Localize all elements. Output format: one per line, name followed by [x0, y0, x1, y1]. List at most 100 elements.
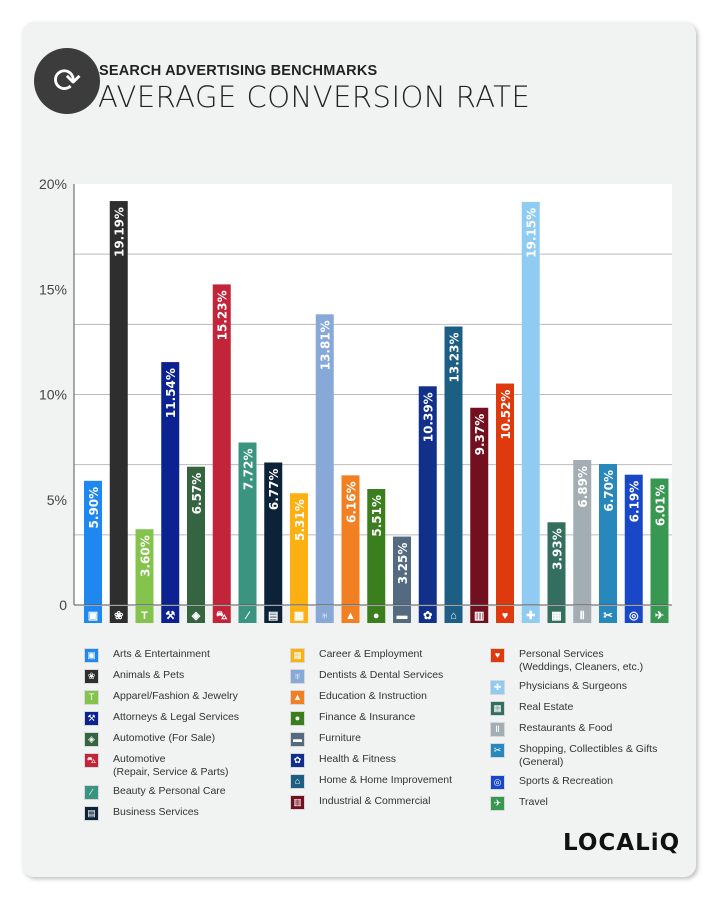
bar: [315, 314, 334, 605]
y-tick-label: 0: [59, 597, 67, 613]
newspaper-icon-tile: [264, 606, 283, 623]
storefront-icon-tile: [547, 606, 566, 623]
legend-item: ♥ Personal Services (Weddings, Cleaners, …: [490, 648, 700, 674]
legend-label: Health & Fitness: [319, 753, 397, 765]
shirt-icon: T: [84, 690, 99, 705]
bar-value-label: 10.39%: [422, 392, 436, 442]
bar-value-label: 19.19%: [113, 207, 127, 257]
graduation-cap-icon: ▲: [345, 610, 356, 622]
tag-icon-tile: [187, 606, 205, 623]
legend-item: ▦ Real Estate: [490, 701, 700, 716]
medical-cross-icon: ✚: [490, 680, 505, 695]
storefront-icon: ▦: [490, 701, 505, 716]
bar: [521, 201, 540, 605]
y-tick-label: 5%: [47, 492, 67, 508]
legend-item: ◎ Sports & Recreation: [490, 775, 700, 790]
brush-icon-tile: [238, 606, 257, 623]
tooth-icon: ♅: [321, 610, 329, 622]
conversion-cycle-icon: ⟳: [34, 48, 100, 114]
image-icon-tile: [84, 606, 102, 623]
briefcase-icon: ▦: [290, 648, 305, 663]
gift-bow-icon: ✂: [490, 743, 505, 758]
paw-icon-tile: [109, 606, 128, 623]
ball-icon: ◎: [490, 775, 505, 790]
bar-value-label: 5.31%: [293, 499, 307, 541]
bar-value-label: 3.93%: [551, 528, 565, 570]
ball-icon-tile: [624, 606, 643, 623]
fork-knife-icon: Ⅱ: [580, 610, 585, 622]
tooth-icon: ♅: [290, 669, 305, 684]
bar-value-label: 6.89%: [576, 466, 590, 508]
y-tick-label: 15%: [39, 281, 67, 297]
legend-label: Automotive (For Sale): [113, 732, 216, 744]
legend-label: Attorneys & Legal Services: [113, 711, 240, 723]
briefcase-icon-tile: [290, 606, 308, 623]
legend-label: Furniture: [319, 732, 362, 744]
bar: [393, 536, 411, 605]
bar-value-label: 6.77%: [267, 468, 281, 510]
newspaper-icon: ▤: [84, 806, 99, 821]
factory-icon: ▥: [290, 795, 305, 810]
bar: [624, 474, 643, 605]
legend-item: ♅ Dentists & Dental Services: [290, 669, 490, 684]
legend-item: ✈ Travel: [490, 796, 700, 811]
legend-label: Dentists & Dental Services: [319, 669, 444, 681]
legend-label: Real Estate: [519, 701, 574, 713]
bar: [84, 480, 102, 605]
bar-value-label: 13.23%: [448, 333, 462, 383]
legend-label: Industrial & Commercial: [319, 795, 431, 807]
bar-value-label: 7.72%: [242, 448, 256, 490]
tag-icon: ◈: [191, 610, 201, 622]
bar: [418, 386, 437, 605]
bar: [650, 478, 669, 605]
briefcase-icon: ▦: [294, 610, 304, 622]
gavel-icon: ⚒: [165, 610, 175, 622]
legend-label: Shopping, Collectibles & Gifts (General): [519, 743, 658, 768]
legend-item: ▣ Arts & Entertainment: [84, 648, 284, 663]
sofa-icon: ▬: [397, 610, 408, 622]
car-icon: ⛍: [216, 610, 228, 622]
hand-heart-icon: ♥: [502, 610, 509, 622]
brush-icon: ∕: [84, 785, 99, 800]
legend-label: Restaurants & Food: [519, 722, 613, 734]
hand-heart-icon-tile: [496, 606, 514, 623]
shirt-icon: T: [141, 610, 148, 622]
legend-item: ▤ Business Services: [84, 806, 284, 821]
gavel-icon-tile: [161, 606, 180, 623]
paw-icon: ❀: [114, 610, 123, 622]
car-icon-tile: [212, 606, 231, 623]
bar-value-label: 3.25%: [396, 543, 410, 585]
bar: [470, 407, 489, 605]
bar: [573, 459, 592, 605]
legend-column-2: ▦ Career & Employment ♅ Dentists & Dental S…: [290, 648, 490, 816]
subtitle: SEARCH ADVERTISING BENCHMARKS: [99, 63, 378, 79]
bar-value-label: 5.51%: [370, 495, 384, 537]
bar: [547, 522, 566, 605]
legend-item: ⛍ Automotive (Repair, Service & Parts): [84, 753, 284, 779]
airplane-icon-tile: [650, 606, 669, 623]
legend-item: ● Finance & Insurance: [290, 711, 490, 726]
shirt-icon-tile: [135, 606, 154, 623]
bar: [290, 493, 308, 605]
home-icon: ⌂: [450, 610, 457, 622]
piggy-bank-icon-tile: [367, 606, 386, 623]
home-icon-tile: [444, 606, 463, 623]
bar: [496, 383, 514, 605]
legend-label: Sports & Recreation: [519, 775, 613, 787]
newspaper-icon: ▤: [268, 610, 278, 622]
legend-label: Career & Employment: [319, 648, 423, 660]
apple-icon: ✿: [290, 753, 305, 768]
legend-item: Ⅱ Restaurants & Food: [490, 722, 700, 737]
bar: [238, 442, 257, 605]
legend-item: ▦ Career & Employment: [290, 648, 490, 663]
fork-knife-icon-tile: [573, 606, 592, 623]
bar-value-label: 6.70%: [602, 470, 616, 512]
bar-value-label: 6.01%: [654, 484, 668, 526]
legend-label: Apparel/Fashion & Jewelry: [113, 690, 238, 702]
legend-item: ⌂ Home & Home Improvement: [290, 774, 490, 789]
medical-cross-icon-tile: [521, 606, 540, 623]
bar-value-label: 11.54%: [164, 368, 178, 418]
gift-bow-icon: ✂: [603, 610, 612, 622]
tooth-icon-tile: [315, 606, 334, 623]
gift-bow-icon-tile: [599, 606, 617, 623]
